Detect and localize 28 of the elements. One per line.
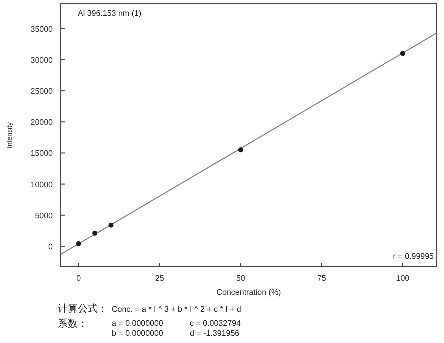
- y-tick-label: 5000: [35, 211, 54, 220]
- text: c = 0.0032794: [190, 319, 242, 328]
- x-tick-label: 75: [317, 274, 327, 283]
- y-tick-label: 25000: [30, 87, 54, 96]
- text: a = 0.0000000: [112, 319, 164, 328]
- text: d = -1.391956: [190, 329, 240, 338]
- point: [92, 230, 98, 236]
- x-tick-label: 0: [76, 274, 82, 283]
- point: [238, 148, 244, 153]
- text: b = 0.0000000: [112, 329, 164, 338]
- x-tick-label: 50: [236, 274, 246, 283]
- text: 计算公式：: [58, 303, 108, 315]
- y-tick-label: 0: [48, 242, 54, 252]
- x-axis-title: Concentration (%): [216, 288, 282, 297]
- text: 系数：: [58, 318, 88, 330]
- y-tick-label: 20000: [30, 118, 54, 128]
- text: Conc. = a * I ^ 3 + b * I ^ 2 + c * I + d: [112, 305, 242, 314]
- y-tick-label: 10000: [30, 180, 54, 190]
- point: [108, 222, 114, 228]
- y-tick-label: 35000: [30, 24, 54, 34]
- point: [76, 241, 82, 246]
- x-tick-label: 25: [155, 274, 165, 283]
- x-tick-label: 100: [396, 274, 410, 283]
- y-tick-label: 30000: [30, 56, 54, 65]
- point: [400, 51, 406, 56]
- text: Al 396.153 nm (1): [78, 9, 142, 18]
- y-tick-label: 15000: [30, 149, 54, 158]
- annotation: r = 0.99995: [393, 252, 435, 261]
